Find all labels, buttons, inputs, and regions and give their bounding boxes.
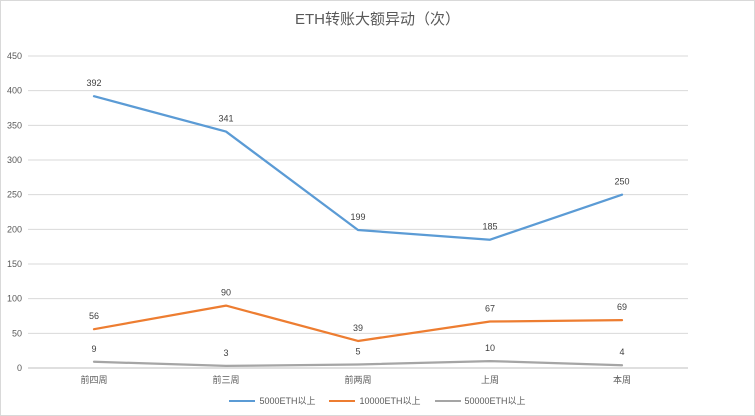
data-label: 199 xyxy=(350,212,365,222)
legend-entry: 50000ETH以上 xyxy=(434,394,526,407)
chart-title: ETH转账大额异动（次） xyxy=(294,11,460,28)
data-label: 90 xyxy=(221,288,231,298)
x-tick-label: 本周 xyxy=(613,374,631,385)
y-tick-label: 150 xyxy=(7,259,22,269)
data-label: 69 xyxy=(617,302,627,312)
y-tick-label: 0 xyxy=(17,363,22,373)
x-tick-label: 前四周 xyxy=(80,374,107,385)
x-tick-label: 前三周 xyxy=(212,374,239,385)
data-label: 39 xyxy=(353,323,363,333)
series-line-1 xyxy=(92,304,624,343)
legend-entry: 5000ETH以上 xyxy=(229,394,315,407)
series-line-0 xyxy=(92,95,624,241)
data-label: 392 xyxy=(86,78,101,88)
data-label: 5 xyxy=(355,347,360,357)
legend-label: 5000ETH以上 xyxy=(259,396,316,406)
legend-label: 10000ETH以上 xyxy=(359,396,421,406)
chart-legend: 5000ETH以上 10000ETH以上 50000ETH以上 xyxy=(0,394,755,407)
data-label: 3 xyxy=(223,348,228,358)
x-tick-label: 前两周 xyxy=(344,374,371,385)
data-label: 10 xyxy=(485,343,495,353)
y-tick-label: 200 xyxy=(7,224,22,234)
y-tick-label: 400 xyxy=(7,86,22,96)
y-tick-label: 450 xyxy=(7,51,22,61)
data-label: 341 xyxy=(218,114,233,124)
data-label: 250 xyxy=(614,177,629,187)
legend-swatch xyxy=(329,399,356,402)
y-tick-label: 350 xyxy=(7,120,22,130)
data-label: 4 xyxy=(619,347,624,357)
y-tick-label: 100 xyxy=(7,294,22,304)
y-tick-label: 50 xyxy=(12,328,22,338)
data-label: 9 xyxy=(91,344,96,354)
data-label: 185 xyxy=(482,222,497,232)
data-label: 56 xyxy=(89,311,99,321)
series-line-2 xyxy=(92,359,624,368)
legend-swatch xyxy=(434,399,461,402)
y-tick-label: 250 xyxy=(7,190,22,200)
data-label: 67 xyxy=(485,304,495,314)
legend-entry: 10000ETH以上 xyxy=(329,394,421,407)
y-tick-label: 300 xyxy=(7,155,22,165)
legend-swatch xyxy=(229,399,256,402)
legend-label: 50000ETH以上 xyxy=(464,396,526,406)
x-tick-label: 上周 xyxy=(481,375,499,385)
